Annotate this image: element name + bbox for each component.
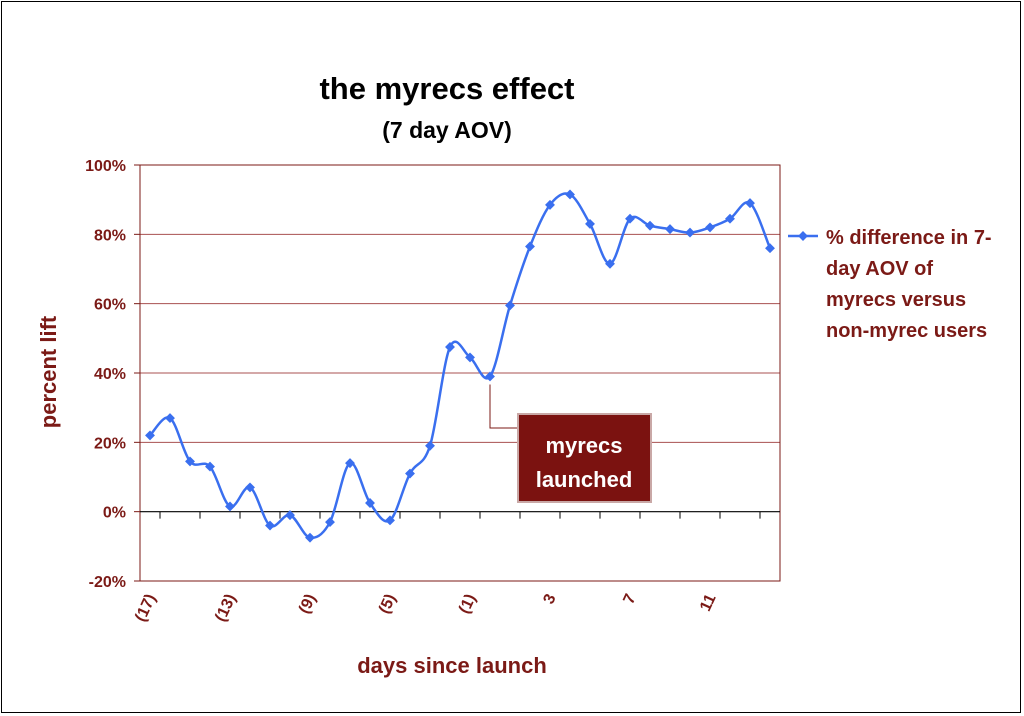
data-point	[745, 198, 755, 209]
data-point	[145, 430, 155, 441]
legend-marker	[798, 231, 808, 241]
data-point	[205, 461, 215, 472]
data-point	[605, 258, 615, 269]
data-point	[225, 501, 235, 512]
data-point	[505, 300, 515, 311]
data-point	[185, 456, 195, 467]
data-point	[385, 515, 395, 526]
data-point	[765, 243, 775, 254]
y-tick-label: -20%	[89, 574, 126, 591]
x-tick-label: (5)	[376, 592, 400, 617]
data-point	[445, 342, 455, 352]
data-point	[425, 440, 435, 451]
y-tick-label: 100%	[85, 158, 126, 175]
data-point	[705, 222, 715, 233]
data-point	[565, 189, 575, 200]
chart-title: the myrecs effect	[319, 71, 574, 106]
y-tick-label: 0%	[103, 505, 126, 522]
data-point	[405, 468, 415, 479]
annotation-box	[517, 413, 652, 503]
x-tick-label: 3	[540, 591, 559, 606]
y-tick-label: 80%	[94, 227, 126, 244]
data-point	[365, 498, 375, 508]
data-point	[165, 413, 175, 424]
legend-label-line2: day AOV of	[826, 258, 933, 280]
series-layer	[145, 189, 775, 543]
chart-subtitle: (7 day AOV)	[382, 117, 512, 143]
y-axis: -20% 0% 20% 40% 60% 80% 100%	[85, 158, 140, 591]
y-tick-label: 20%	[94, 435, 126, 452]
x-tick-label: (17)	[132, 592, 159, 625]
data-point	[305, 532, 315, 543]
x-tick-label: (9)	[296, 592, 320, 617]
data-point	[545, 199, 555, 210]
data-point	[685, 227, 695, 238]
annotation-text-line2: launched	[536, 467, 633, 492]
x-tick-label: 11	[697, 591, 720, 614]
x-tick-label: (13)	[212, 592, 239, 625]
x-axis-label: days since launch	[357, 653, 547, 678]
y-tick-label: 40%	[94, 366, 126, 383]
series-line	[149, 192, 772, 540]
data-point	[245, 482, 255, 493]
data-point	[265, 520, 275, 531]
legend-label-line1: % difference in 7-	[826, 227, 992, 249]
data-point	[665, 224, 675, 235]
data-point	[525, 241, 535, 252]
data-point	[725, 213, 735, 224]
gridlines	[140, 233, 780, 443]
legend-label-line3: myrecs versus	[826, 289, 966, 311]
data-point	[345, 458, 355, 469]
annotation-text-line1: myrecs	[545, 433, 622, 458]
y-tick-label: 60%	[94, 297, 126, 314]
x-axis: (17) (13) (9) (5) (1) 3 7 11	[132, 511, 780, 625]
x-tick-label: (1)	[456, 592, 480, 617]
data-point	[325, 517, 335, 528]
data-point	[645, 220, 655, 231]
y-axis-label: percent lift	[36, 315, 61, 428]
launch-annotation: myrecs launched	[489, 384, 652, 503]
data-point	[585, 218, 595, 229]
legend: % difference in 7- day AOV of myrecs ver…	[788, 227, 992, 342]
legend-label-line4: non-myrec users	[826, 320, 987, 342]
annotation-leader-line	[489, 384, 517, 429]
x-tick-label: 7	[620, 591, 639, 606]
data-point	[485, 371, 495, 382]
data-point	[625, 213, 635, 224]
data-point	[465, 352, 475, 363]
